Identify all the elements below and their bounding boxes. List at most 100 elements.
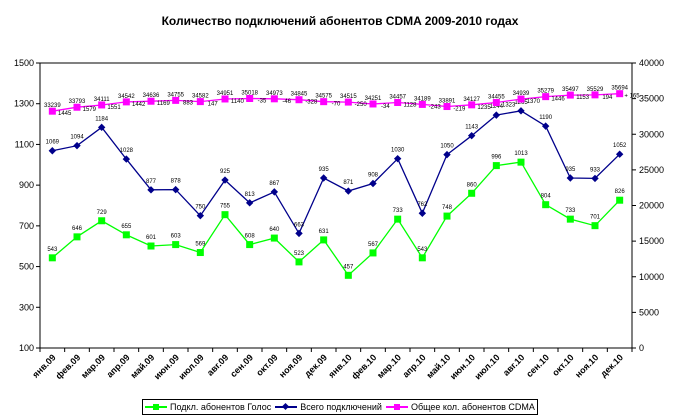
legend: Подкл. абонентов Голос Всего подключений… xyxy=(142,399,538,415)
delta-label: -250 xyxy=(355,102,368,108)
x-axis-tick-label: фев.10 xyxy=(350,352,379,381)
right-axis-tick-label: 40000 xyxy=(639,58,664,68)
data-label: 640 xyxy=(269,227,280,233)
series-point-0 xyxy=(369,249,377,257)
delta-label: -70 xyxy=(332,102,341,108)
delta-label: -35 xyxy=(258,98,267,104)
data-label: 1143 xyxy=(465,125,479,131)
data-label: 733 xyxy=(565,208,576,214)
right-axis-tick-label: 30000 xyxy=(639,129,664,139)
delta-label: -34 xyxy=(381,104,390,110)
chart-title: Количество подключений абонентов CDMA 20… xyxy=(161,14,519,28)
legend-swatch-total xyxy=(275,402,298,412)
data-label: 813 xyxy=(245,192,256,198)
delta-label: 194 xyxy=(602,95,613,101)
delta-label: 1153 xyxy=(576,95,590,101)
delta-label: -243 xyxy=(429,104,442,110)
x-axis-tick-label: ноя.10 xyxy=(573,352,600,379)
x-axis-tick-label: янв.10 xyxy=(326,352,353,379)
left-axis-tick-label: 100 xyxy=(19,343,34,353)
data-label: 34845 xyxy=(291,92,308,98)
data-label: 655 xyxy=(121,224,132,230)
x-axis-tick-label: июн.09 xyxy=(152,352,181,381)
x-axis-tick-label: дек.09 xyxy=(302,352,329,379)
series-point-0 xyxy=(172,241,180,249)
series-point-0 xyxy=(122,231,130,239)
data-label: 34582 xyxy=(192,94,209,100)
data-label: 567 xyxy=(368,242,379,248)
series-point-0 xyxy=(542,201,550,209)
series-point-1 xyxy=(393,154,402,163)
data-label: 34575 xyxy=(315,94,332,100)
data-label: 543 xyxy=(47,247,58,253)
series-point-1 xyxy=(615,150,624,158)
delta-label: + 165 xyxy=(624,94,640,100)
x-axis-tick-label: окт.09 xyxy=(254,352,280,378)
series-point-1 xyxy=(492,111,501,119)
series-point-2 xyxy=(73,103,81,111)
data-label: 33239 xyxy=(44,103,61,109)
legend-item-voice: Подкл. абонентов Голос xyxy=(145,402,271,412)
x-axis-tick-label: июл.09 xyxy=(177,352,206,381)
data-label: 34515 xyxy=(340,94,357,100)
series-line-1 xyxy=(52,110,621,235)
series-point-0 xyxy=(295,258,303,266)
series-point-1 xyxy=(221,176,229,184)
legend-label-total: Всего подключений xyxy=(300,402,382,412)
series-point-1 xyxy=(295,229,303,238)
series-point-2 xyxy=(394,98,402,106)
data-label: 34455 xyxy=(488,95,505,101)
series-point-2 xyxy=(320,98,328,106)
series-point-2 xyxy=(566,91,574,99)
series-point-1 xyxy=(147,186,155,194)
series-point-2 xyxy=(468,101,476,109)
x-axis-tick-label: июн.10 xyxy=(448,352,477,381)
series-point-2 xyxy=(221,95,229,103)
delta-label: 883 xyxy=(183,100,194,106)
series-point-1 xyxy=(517,107,525,115)
legend-item-cdma-total: Общее кол. абонентов CDMA xyxy=(385,402,535,412)
x-axis-tick-label: дек.10 xyxy=(598,352,625,379)
delta-label: 147 xyxy=(208,102,219,108)
delta-label: 1370 xyxy=(527,99,541,105)
data-label: 34542 xyxy=(118,94,135,100)
data-label: 603 xyxy=(171,234,182,240)
series-point-2 xyxy=(295,96,303,104)
left-axis-tick-label: 500 xyxy=(19,262,34,272)
series-point-2 xyxy=(270,95,278,103)
data-label: 34127 xyxy=(463,97,480,103)
delta-label: 1579 xyxy=(83,107,97,113)
delta-label: 1128 xyxy=(404,102,418,108)
data-label: 748 xyxy=(442,205,453,211)
series-point-2 xyxy=(196,98,204,106)
data-label: 34111 xyxy=(94,97,110,103)
data-label: 935 xyxy=(319,167,330,173)
data-label: 1184 xyxy=(95,116,109,122)
data-label: 34755 xyxy=(167,92,184,98)
data-label: 908 xyxy=(368,173,379,179)
series-point-0 xyxy=(591,222,599,230)
right-axis-tick-label: 10000 xyxy=(639,272,664,282)
data-label: 35694 xyxy=(611,86,628,92)
left-axis-tick-label: 900 xyxy=(19,180,34,190)
x-axis-tick-label: апр.10 xyxy=(401,352,428,379)
legend-swatch-voice xyxy=(145,402,168,412)
series-point-0 xyxy=(394,215,402,223)
series-point-1 xyxy=(97,123,106,132)
left-axis-tick-label: 1500 xyxy=(14,58,34,68)
series-point-0 xyxy=(616,196,624,204)
data-label: 871 xyxy=(343,180,354,186)
series-point-1 xyxy=(319,174,328,182)
data-label: 925 xyxy=(220,169,231,175)
series-point-0 xyxy=(320,236,328,244)
data-label: 755 xyxy=(220,204,231,210)
data-label: 33793 xyxy=(69,99,86,105)
delta-label: 1235 xyxy=(477,105,491,111)
series-point-1 xyxy=(591,174,599,183)
x-axis-tick-label: мар.10 xyxy=(375,352,403,380)
delta-label: 1323 xyxy=(502,103,516,109)
data-label: 35279 xyxy=(537,89,554,95)
data-label: 569 xyxy=(195,242,206,248)
series-point-2 xyxy=(492,99,500,107)
